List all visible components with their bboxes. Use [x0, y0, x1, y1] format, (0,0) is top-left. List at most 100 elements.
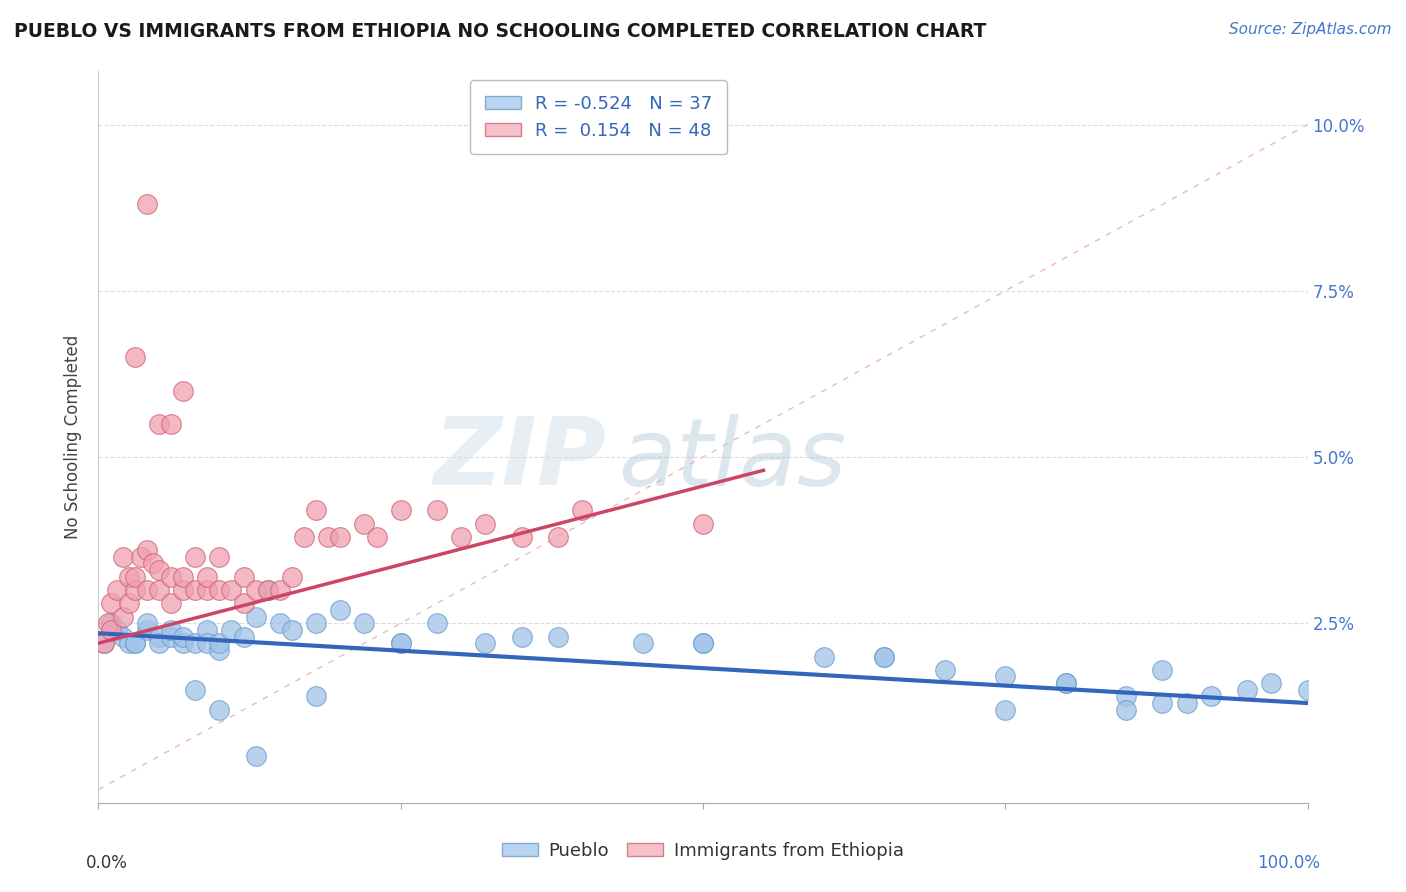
Point [221, 623, 243, 637]
Point [124, 570, 146, 584]
Point [135, 543, 157, 558]
Point [118, 596, 141, 610]
Point [111, 549, 134, 564]
Point [124, 351, 146, 365]
Point [873, 649, 896, 664]
Point [389, 503, 412, 517]
Point [135, 623, 157, 637]
Point [100, 623, 122, 637]
Point [269, 616, 291, 631]
Point [692, 636, 714, 650]
Point [269, 582, 291, 597]
Point [292, 530, 315, 544]
Point [353, 516, 375, 531]
Point [124, 636, 146, 650]
Point [93, 636, 115, 650]
Point [184, 636, 207, 650]
Point [329, 530, 352, 544]
Point [389, 636, 412, 650]
Point [105, 623, 128, 637]
Point [305, 690, 328, 704]
Text: Source: ZipAtlas.com: Source: ZipAtlas.com [1229, 22, 1392, 37]
Point [208, 643, 231, 657]
Point [97, 616, 120, 631]
Point [195, 623, 218, 637]
Point [208, 582, 231, 597]
Point [474, 636, 496, 650]
Point [100, 616, 122, 631]
Text: 0.0%: 0.0% [86, 854, 128, 872]
Point [208, 549, 231, 564]
Point [148, 630, 170, 644]
Text: PUEBLO VS IMMIGRANTS FROM ETHIOPIA NO SCHOOLING COMPLETED CORRELATION CHART: PUEBLO VS IMMIGRANTS FROM ETHIOPIA NO SC… [14, 22, 987, 41]
Point [232, 630, 254, 644]
Point [1260, 676, 1282, 690]
Point [160, 570, 183, 584]
Point [316, 530, 339, 544]
Point [129, 549, 152, 564]
Point [1115, 703, 1137, 717]
Point [389, 636, 412, 650]
Point [1152, 696, 1174, 710]
Point [256, 582, 278, 597]
Point [124, 582, 146, 597]
Point [1054, 676, 1077, 690]
Point [195, 582, 218, 597]
Point [571, 503, 593, 517]
Point [195, 570, 218, 584]
Point [1175, 696, 1198, 710]
Point [994, 669, 1017, 683]
Point [111, 630, 134, 644]
Point [195, 636, 218, 650]
Point [160, 630, 183, 644]
Point [105, 582, 128, 597]
Point [221, 582, 243, 597]
Point [245, 609, 267, 624]
Point [172, 636, 194, 650]
Point [148, 563, 170, 577]
Point [510, 530, 533, 544]
Point [994, 703, 1017, 717]
Point [450, 530, 472, 544]
Point [1296, 682, 1319, 697]
Point [172, 384, 194, 398]
Point [329, 603, 352, 617]
Point [148, 636, 170, 650]
Point [160, 623, 183, 637]
Point [142, 557, 165, 571]
Text: atlas: atlas [619, 414, 846, 505]
Point [474, 516, 496, 531]
Text: 100.0%: 100.0% [1257, 854, 1320, 872]
Point [281, 623, 304, 637]
Point [124, 636, 146, 650]
Point [692, 636, 714, 650]
Point [692, 516, 714, 531]
Point [208, 703, 231, 717]
Legend: Pueblo, Immigrants from Ethiopia: Pueblo, Immigrants from Ethiopia [495, 835, 911, 867]
Point [184, 582, 207, 597]
Point [172, 570, 194, 584]
Point [160, 596, 183, 610]
Point [245, 749, 267, 764]
Point [1236, 682, 1258, 697]
Point [631, 636, 654, 650]
Point [1115, 690, 1137, 704]
Point [366, 530, 388, 544]
Point [426, 503, 449, 517]
Point [135, 616, 157, 631]
Point [305, 616, 328, 631]
Point [1199, 690, 1222, 704]
Point [184, 682, 207, 697]
Point [256, 582, 278, 597]
Point [281, 570, 304, 584]
Point [426, 616, 449, 631]
Point [208, 636, 231, 650]
Point [547, 530, 569, 544]
Point [100, 596, 122, 610]
Point [93, 636, 115, 650]
Point [118, 570, 141, 584]
Point [148, 582, 170, 597]
Point [160, 417, 183, 431]
Point [184, 549, 207, 564]
Point [353, 616, 375, 631]
